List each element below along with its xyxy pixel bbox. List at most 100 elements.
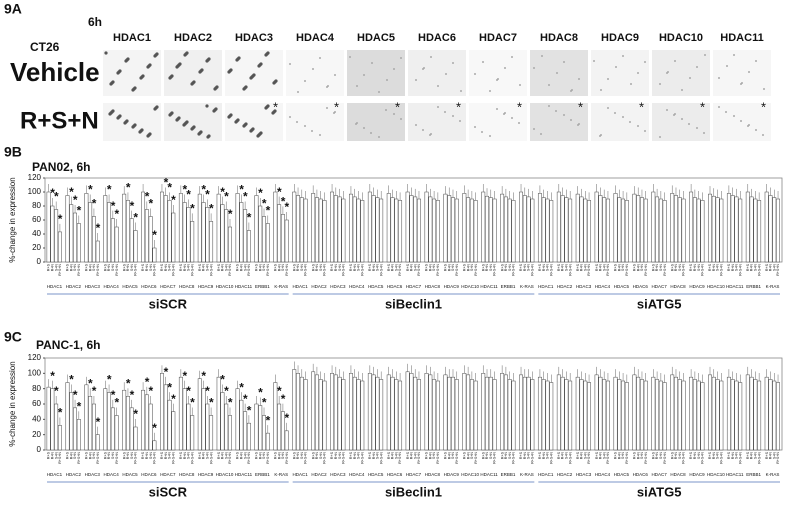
bar [469,379,474,451]
bar [726,193,731,263]
bar-label: R+S+N [115,452,119,464]
bar [624,200,629,263]
blot-speck [666,109,668,111]
bar-label: R+S [557,263,561,271]
y-tick-label: 0 [37,445,42,454]
bar-label: R+N [636,452,640,460]
bar [424,191,429,263]
bar [284,430,289,451]
bar-label: R+S+N [323,264,327,276]
x-tick-label: HDAC3 [330,472,346,477]
bar [65,382,70,451]
blot-speck [674,60,676,62]
bar [152,440,157,451]
blot-speck [740,120,742,122]
bar [503,196,508,263]
blot-speck [511,117,513,119]
x-tick-label: HDAC1 [292,472,308,477]
blot-speck [504,67,506,69]
bar [696,380,701,451]
bar-label: R+S+N [512,264,516,276]
bar-label: R+N [769,264,773,272]
bar-label: R+S [727,263,731,271]
bar-label: R+N [561,264,565,272]
bar [277,204,282,263]
bar-label: R+S+N [549,452,553,464]
x-tick-label: HDAC10 [461,284,479,289]
bar [95,434,100,451]
blot-speck [393,68,395,70]
bar-label: S+N [73,452,77,459]
bar-label: R+N [164,452,168,460]
blot-speck [429,134,431,136]
bar-label: S+N [357,452,361,459]
x-tick-label: HDAC11 [235,472,253,477]
bar [432,379,437,451]
bar [757,200,762,263]
bar [73,407,77,451]
significance-star: * [183,183,188,197]
blot-speck [242,124,246,128]
bar-label: S+N [470,264,474,271]
column-label: HDAC2 [174,32,212,44]
bar-label: R+S [765,263,769,271]
bar [303,198,308,263]
bar [522,376,527,451]
bar-label: R+N [51,452,55,460]
bar-label: R+S [179,263,183,271]
x-tick-label: HDAC3 [85,472,101,477]
x-tick-label: K-RAS [766,472,780,477]
bar-label: R+S+N [493,452,497,464]
blot-speck [577,124,579,126]
x-tick-label: HDAC7 [160,472,176,477]
x-tick-label: HDAC6 [141,284,157,289]
x-tick-label: HDAC10 [707,284,725,289]
bar [57,231,62,263]
significance-star: * [247,403,252,417]
significance-star: * [243,190,248,204]
bar-label: R+S [462,451,466,459]
bar [488,376,493,451]
bar [110,218,115,263]
blot-speck [363,74,365,76]
significance-star: * [190,396,195,410]
bar-label: R+S+N [738,452,742,464]
blot-speck [153,107,157,111]
bar [375,197,380,263]
bar-label: S+N [527,452,531,459]
bar-label: S+N [187,452,191,459]
bar-label: S+N [338,264,342,271]
blot-speck [422,68,424,70]
bar [560,195,565,263]
bar [715,379,720,451]
x-tick-label: HDAC10 [707,472,725,477]
bar [674,195,678,263]
x-tick-label: HDAC10 [461,472,479,477]
bar [228,226,232,263]
bar-label: S+N [451,452,455,459]
bar [726,376,731,451]
bar [692,379,697,451]
bar [643,198,648,263]
bar-label: S+N [602,452,606,459]
bar-label: S+N [168,452,172,459]
x-tick-label: HDAC3 [330,284,346,289]
blot-image [530,103,588,141]
bar [738,198,743,263]
x-tick-label: HDAC5 [614,284,630,289]
bar-label: R+S [311,263,315,271]
blot-speck [190,82,194,86]
blot-speck [296,121,298,123]
bar [636,195,641,263]
significance-star: * [111,199,116,213]
blot-speck [256,134,260,138]
blot-speck [289,63,291,65]
x-tick-label: HDAC7 [652,284,668,289]
bar-label: S+N [54,452,58,459]
bar [749,376,754,451]
bar-label: R+S [122,263,126,271]
blot-speck [763,88,765,90]
blot-speck [533,128,535,130]
bar-label: R+N [296,452,300,460]
blot-image [225,50,283,96]
